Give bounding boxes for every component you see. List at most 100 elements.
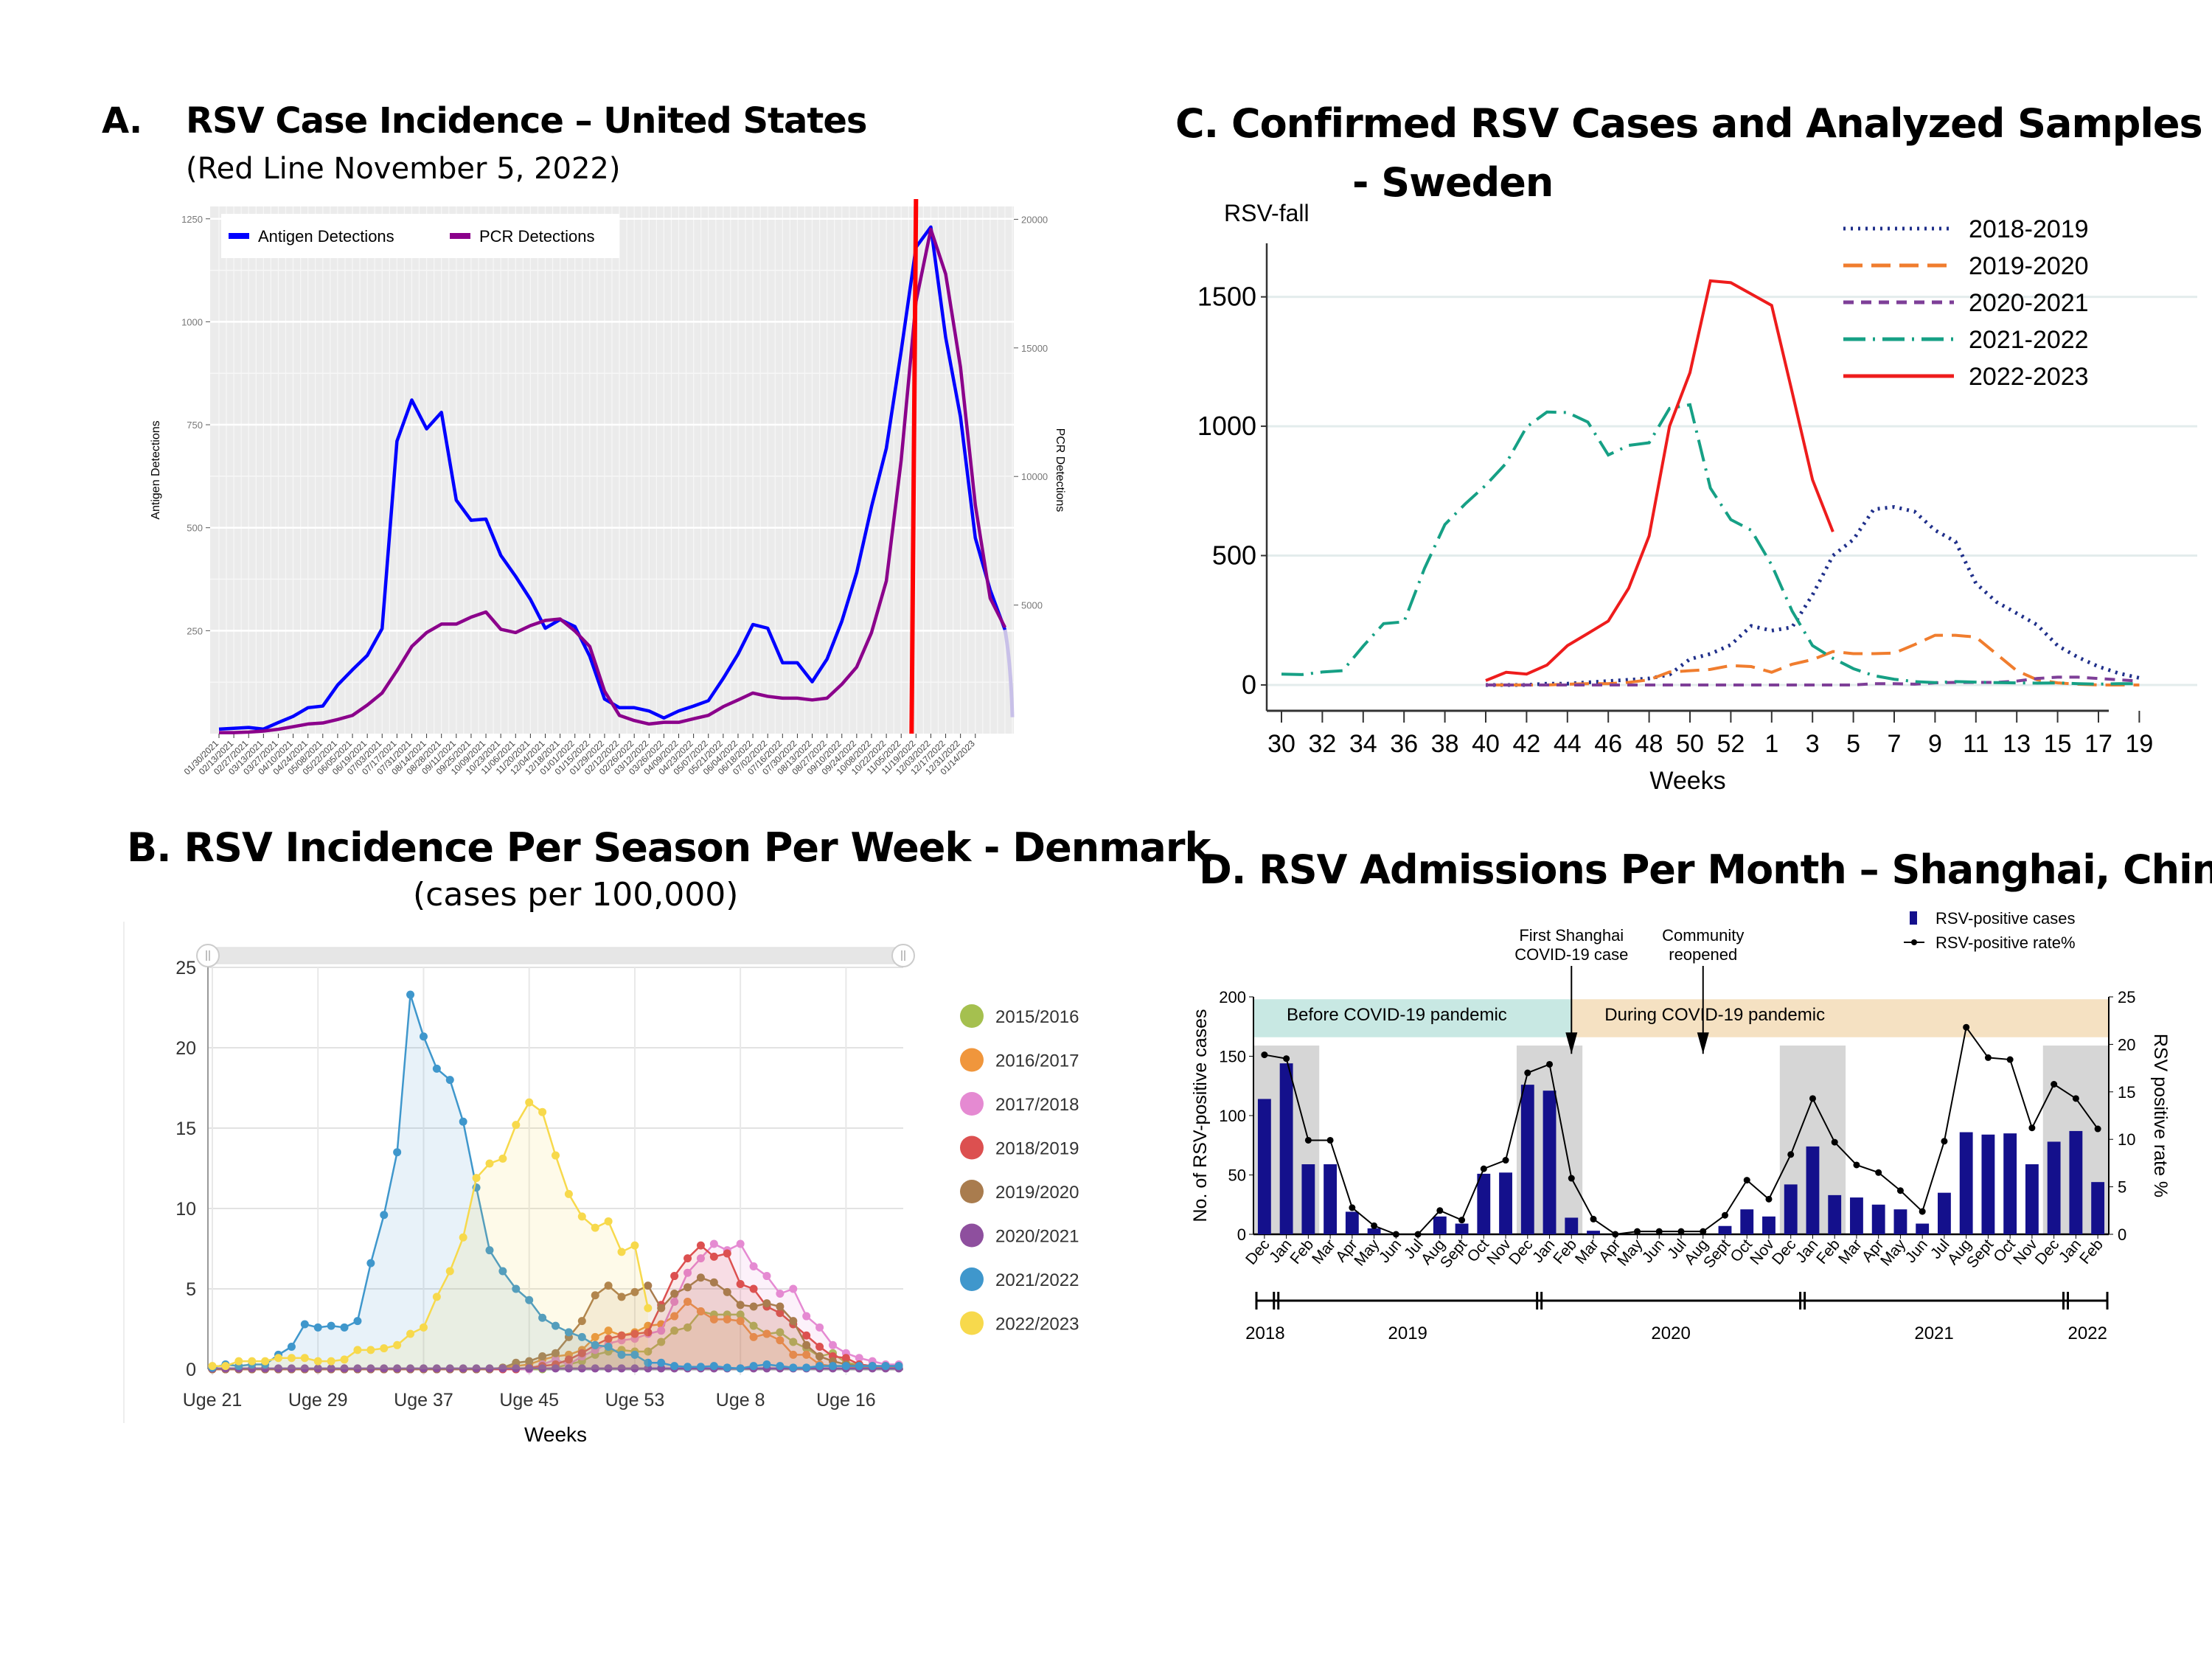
y-tick-label: 1500 bbox=[1197, 282, 1256, 312]
x-tick-label: 40 bbox=[1472, 730, 1500, 758]
series-area-2018/2019 bbox=[212, 1245, 899, 1369]
data-point bbox=[604, 1217, 613, 1225]
data-point bbox=[577, 1349, 586, 1357]
data-point bbox=[512, 1121, 521, 1130]
series-tail-faded bbox=[1003, 629, 1015, 717]
rate-point bbox=[1787, 1151, 1795, 1158]
rate-point bbox=[1853, 1161, 1860, 1169]
y2-tick-label: 10000 bbox=[1021, 471, 1048, 482]
x-tick-label: 9 bbox=[1928, 730, 1942, 758]
data-point bbox=[644, 1364, 653, 1373]
panel-c-title: C. Confirmed RSV Cases and Analyzed Samp… bbox=[1175, 100, 2203, 147]
year-label: 2020 bbox=[1651, 1324, 1690, 1343]
period-band bbox=[1253, 999, 1572, 1037]
legend-label: PCR Detections bbox=[479, 227, 595, 246]
bar bbox=[2025, 1164, 2039, 1234]
data-point bbox=[208, 1362, 217, 1371]
y2-axis-label: RSV positive rate % bbox=[2150, 1034, 2171, 1197]
data-point bbox=[591, 1223, 599, 1232]
data-point bbox=[552, 1151, 560, 1160]
data-point bbox=[684, 1254, 692, 1263]
x-tick-label: 19 bbox=[2125, 730, 2153, 758]
range-slider-handle-right[interactable] bbox=[891, 944, 915, 967]
y-axis-label: Antigen Detections bbox=[150, 420, 162, 519]
data-point bbox=[736, 1239, 745, 1248]
data-point bbox=[552, 1349, 560, 1357]
rate-line bbox=[1264, 1025, 2098, 1236]
data-point bbox=[591, 1332, 599, 1341]
data-point bbox=[525, 1098, 534, 1107]
period-band-label: Before COVID-19 pandemic bbox=[1287, 1005, 1507, 1025]
legend-label: 2019/2020 bbox=[995, 1183, 1079, 1203]
bar bbox=[1455, 1223, 1469, 1234]
data-point bbox=[776, 1328, 785, 1337]
y-tick-label: 1000 bbox=[1197, 411, 1256, 441]
range-slider-handle-left[interactable] bbox=[196, 944, 220, 967]
data-point bbox=[630, 1364, 639, 1373]
panel-a-letter: A. bbox=[102, 100, 142, 142]
data-point bbox=[353, 1364, 362, 1373]
data-point bbox=[604, 1364, 613, 1373]
x-tick-label: Feb bbox=[2076, 1236, 2107, 1267]
y2-tick-label: 20000 bbox=[1021, 214, 1048, 225]
data-point bbox=[855, 1362, 863, 1371]
data-point bbox=[459, 1233, 467, 1242]
y-tick-label: 0 bbox=[1237, 1225, 1246, 1244]
data-point bbox=[432, 1064, 441, 1073]
data-point bbox=[630, 1287, 639, 1296]
data-point bbox=[604, 1326, 613, 1335]
data-point bbox=[248, 1357, 257, 1366]
data-point bbox=[644, 1328, 653, 1337]
data-point bbox=[617, 1364, 626, 1373]
data-point bbox=[485, 1159, 494, 1168]
data-point bbox=[419, 1032, 428, 1041]
rate-point bbox=[1458, 1217, 1466, 1224]
data-point bbox=[776, 1302, 785, 1311]
data-point bbox=[525, 1357, 534, 1366]
series-area-2021/2022 bbox=[212, 995, 899, 1369]
data-point bbox=[644, 1358, 653, 1367]
data-point bbox=[776, 1336, 785, 1345]
y-tick-label: 500 bbox=[1212, 540, 1256, 571]
data-point bbox=[802, 1340, 811, 1349]
rate-point bbox=[1809, 1095, 1816, 1102]
data-point bbox=[512, 1284, 521, 1293]
y-tick-label: 250 bbox=[187, 625, 203, 636]
data-point bbox=[881, 1362, 890, 1371]
data-point bbox=[749, 1321, 758, 1330]
rate-point bbox=[1743, 1177, 1750, 1184]
legend-swatch bbox=[960, 1311, 984, 1335]
x-tick-label: 36 bbox=[1390, 730, 1418, 758]
legend-label: 2020-2021 bbox=[1969, 289, 2089, 317]
legend-swatch bbox=[960, 1267, 984, 1291]
x-tick-label: 34 bbox=[1349, 730, 1377, 758]
data-point bbox=[380, 1344, 389, 1353]
data-point bbox=[749, 1362, 758, 1371]
bar bbox=[1520, 1085, 1534, 1234]
data-point bbox=[313, 1323, 322, 1332]
data-point bbox=[538, 1313, 547, 1322]
data-point bbox=[709, 1278, 718, 1287]
x-tick-label: 44 bbox=[1554, 730, 1582, 758]
data-point bbox=[630, 1241, 639, 1250]
data-point bbox=[327, 1357, 335, 1366]
y-tick-label: 20 bbox=[175, 1038, 196, 1059]
legend-swatch bbox=[960, 1092, 984, 1116]
x-tick-label: Uge 45 bbox=[499, 1390, 559, 1411]
data-point bbox=[657, 1364, 666, 1373]
x-tick-label: 11 bbox=[1963, 730, 1989, 758]
rate-point bbox=[1721, 1211, 1728, 1219]
rate-point bbox=[2094, 1125, 2101, 1133]
legend-label: 2020/2021 bbox=[995, 1227, 1079, 1247]
bar bbox=[1279, 1063, 1293, 1234]
data-point bbox=[512, 1358, 521, 1367]
data-point bbox=[512, 1364, 521, 1373]
data-point bbox=[815, 1342, 824, 1351]
data-point bbox=[841, 1362, 850, 1371]
data-point bbox=[472, 1174, 481, 1183]
legend-swatch bbox=[960, 1135, 984, 1160]
legend-swatch bbox=[450, 233, 470, 239]
data-point bbox=[287, 1342, 296, 1351]
data-point bbox=[644, 1281, 653, 1290]
x-tick-label: 30 bbox=[1267, 730, 1295, 758]
